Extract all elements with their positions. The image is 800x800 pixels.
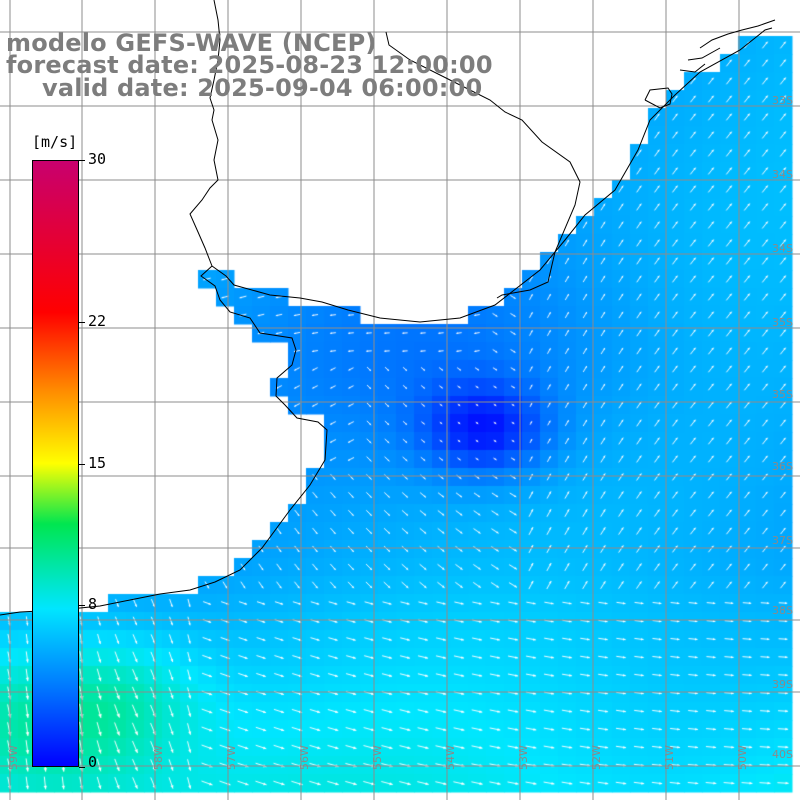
model-title: modelo GEFS-WAVE (NCEP) xyxy=(6,29,377,57)
colorbar-tick-mark xyxy=(79,605,85,606)
colorbar-tick-label: 8 xyxy=(88,595,98,613)
latitude-label: 33S xyxy=(772,94,793,107)
longitude-label: 58W xyxy=(152,745,165,770)
colorbar xyxy=(32,160,79,767)
colorbar-tick-mark xyxy=(79,160,85,161)
latitude-label: 35S xyxy=(772,388,793,401)
border-north xyxy=(385,31,581,299)
coastline-detail xyxy=(699,19,776,49)
coastline-detail xyxy=(687,47,721,61)
forecast-date: forecast date: 2025-08-23 12:00:00 xyxy=(6,51,493,79)
longitude-label: 53W xyxy=(517,745,530,770)
coastline-main xyxy=(0,27,773,616)
latitude-label: 38S xyxy=(772,604,793,617)
longitude-label: 57W xyxy=(225,745,238,770)
colorbar-tick-label: 15 xyxy=(88,454,107,472)
latitude-label: 34S xyxy=(772,242,793,255)
latitude-label: 36S xyxy=(772,460,793,473)
colorbar-tick-mark xyxy=(79,464,85,465)
coastline-detail xyxy=(679,63,706,73)
colorbar-tick-label: 30 xyxy=(88,150,107,168)
latitude-label: 35S xyxy=(772,316,793,329)
colorbar-tick-label: 0 xyxy=(88,753,98,771)
longitude-label: 52W xyxy=(590,745,603,770)
colorbar-tick-mark xyxy=(79,322,85,323)
longitude-label: 55W xyxy=(371,745,384,770)
border-uruguay-river xyxy=(189,0,221,267)
colorbar-tick-mark xyxy=(79,767,85,768)
latitude-label: 39S xyxy=(772,678,793,691)
longitude-label: 51W xyxy=(663,745,676,770)
longitude-label: 56W xyxy=(298,745,311,770)
colorbar-unit: [m/s] xyxy=(32,133,78,151)
coastline xyxy=(0,0,776,616)
latitude-label: 40S xyxy=(772,748,793,761)
longitude-label: 50W xyxy=(736,745,749,770)
coastline-detail xyxy=(644,87,673,109)
valid-date: valid date: 2025-09-04 06:00:00 xyxy=(42,74,483,102)
latitude-label: 37S xyxy=(772,534,793,547)
latitude-label: 34S xyxy=(772,168,793,181)
colorbar-tick-label: 22 xyxy=(88,312,107,330)
longitude-label: 54W xyxy=(444,745,457,770)
longitude-label: 59W xyxy=(7,745,20,770)
